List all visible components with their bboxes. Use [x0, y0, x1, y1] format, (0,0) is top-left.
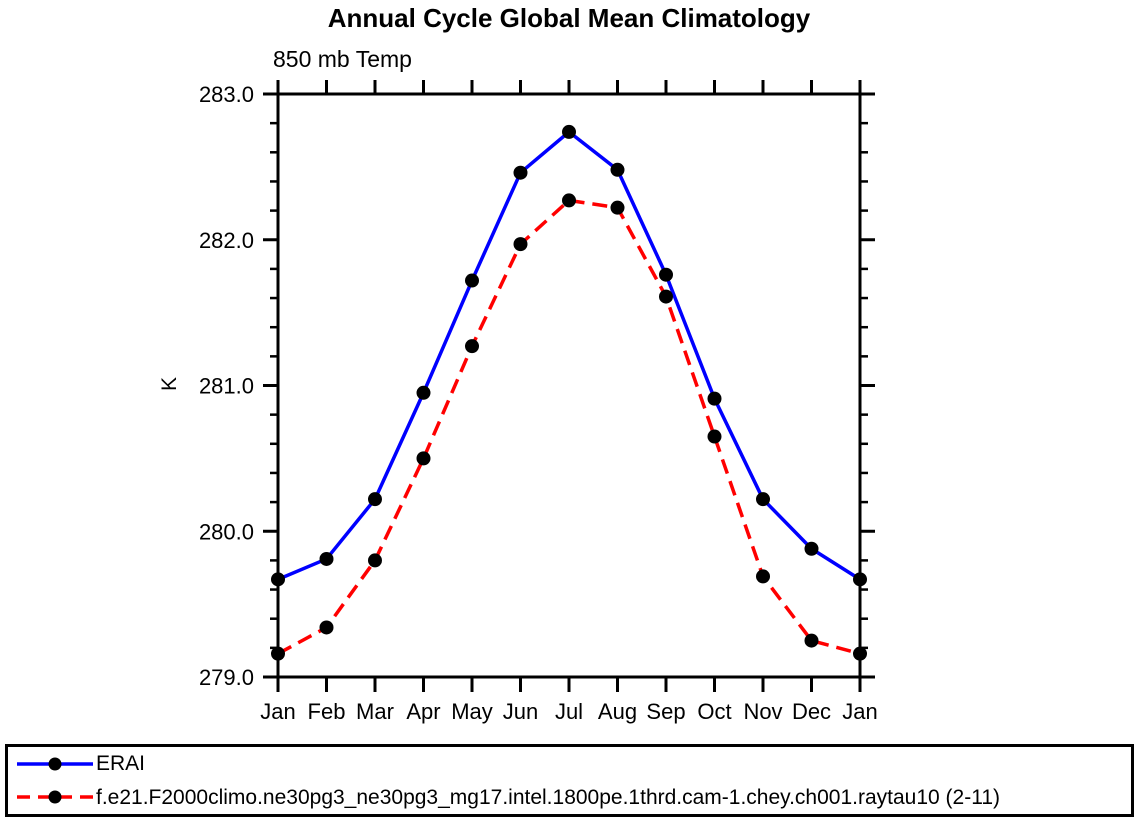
data-point-marker [853, 572, 867, 587]
chart-title: Annual Cycle Global Mean Climatology [327, 3, 811, 33]
chart-subtitle: 850 mb Temp [273, 46, 412, 72]
data-point-marker [319, 620, 334, 635]
x-tick-label: Jan [260, 699, 295, 724]
data-point-marker [319, 551, 334, 566]
y-tick-label: 283.0 [199, 82, 254, 107]
data-point-marker [368, 553, 382, 568]
data-point-marker [368, 492, 382, 507]
data-point-marker [416, 451, 431, 466]
x-tick-label: Oct [697, 699, 731, 724]
data-point-marker [271, 646, 285, 661]
data-point-marker [804, 541, 819, 556]
data-point-marker [804, 633, 819, 648]
x-tick-label: Feb [308, 699, 346, 724]
legend-label: f.e21.F2000climo.ne30pg3_ne30pg3_mg17.in… [96, 785, 1001, 809]
y-tick-label: 280.0 [199, 519, 254, 544]
data-point-marker [707, 391, 722, 406]
data-point-marker [853, 646, 867, 661]
legend-marker [48, 757, 62, 771]
x-tick-label: Nov [743, 699, 782, 724]
data-point-marker [756, 492, 770, 507]
x-tick-label: Dec [792, 699, 831, 724]
x-tick-label: Aug [598, 699, 637, 724]
data-point-marker [513, 237, 528, 252]
x-tick-label: Jul [555, 699, 583, 724]
data-point-marker [756, 569, 770, 584]
data-point-marker [610, 162, 625, 177]
x-tick-label: Mar [356, 699, 394, 724]
series-line-model [277, 198, 861, 656]
data-point-marker [465, 273, 479, 288]
data-point-marker [610, 200, 625, 215]
x-tick-label: Jun [503, 699, 538, 724]
data-point-marker [513, 165, 528, 180]
x-tick-label: Jan [842, 699, 877, 724]
data-point-marker [562, 193, 576, 208]
legend-line-swatch [17, 757, 93, 771]
y-tick-label: 281.0 [199, 374, 254, 399]
data-point-marker [271, 572, 285, 587]
x-tick-label: Apr [406, 699, 440, 724]
plot-area: 279.0 280.0 281.0 282.0 283.0 Jan Feb Mar Apr May… [199, 80, 878, 724]
legend-item-erai: ERAI [14, 748, 1131, 780]
data-point-marker [659, 267, 673, 282]
data-point-marker [707, 429, 722, 444]
data-point-marker [465, 339, 479, 354]
x-tick-label: Sep [646, 699, 685, 724]
legend-marker [48, 790, 62, 804]
x-tick-label: May [451, 699, 493, 724]
legend-line-swatch [17, 790, 93, 804]
y-tick-label: 282.0 [199, 228, 254, 253]
data-point-marker [416, 385, 431, 400]
legend-label: ERAI [96, 752, 146, 776]
legend-item-model: f.e21.F2000climo.ne30pg3_ne30pg3_mg17.in… [14, 781, 1131, 813]
data-point-marker [562, 124, 576, 139]
data-point-marker [659, 289, 673, 304]
legend: ERAI f.e21.F2000climo.ne30pg3_ne30pg3_mg1… [5, 744, 1134, 817]
y-tick-label: 279.0 [199, 665, 254, 690]
